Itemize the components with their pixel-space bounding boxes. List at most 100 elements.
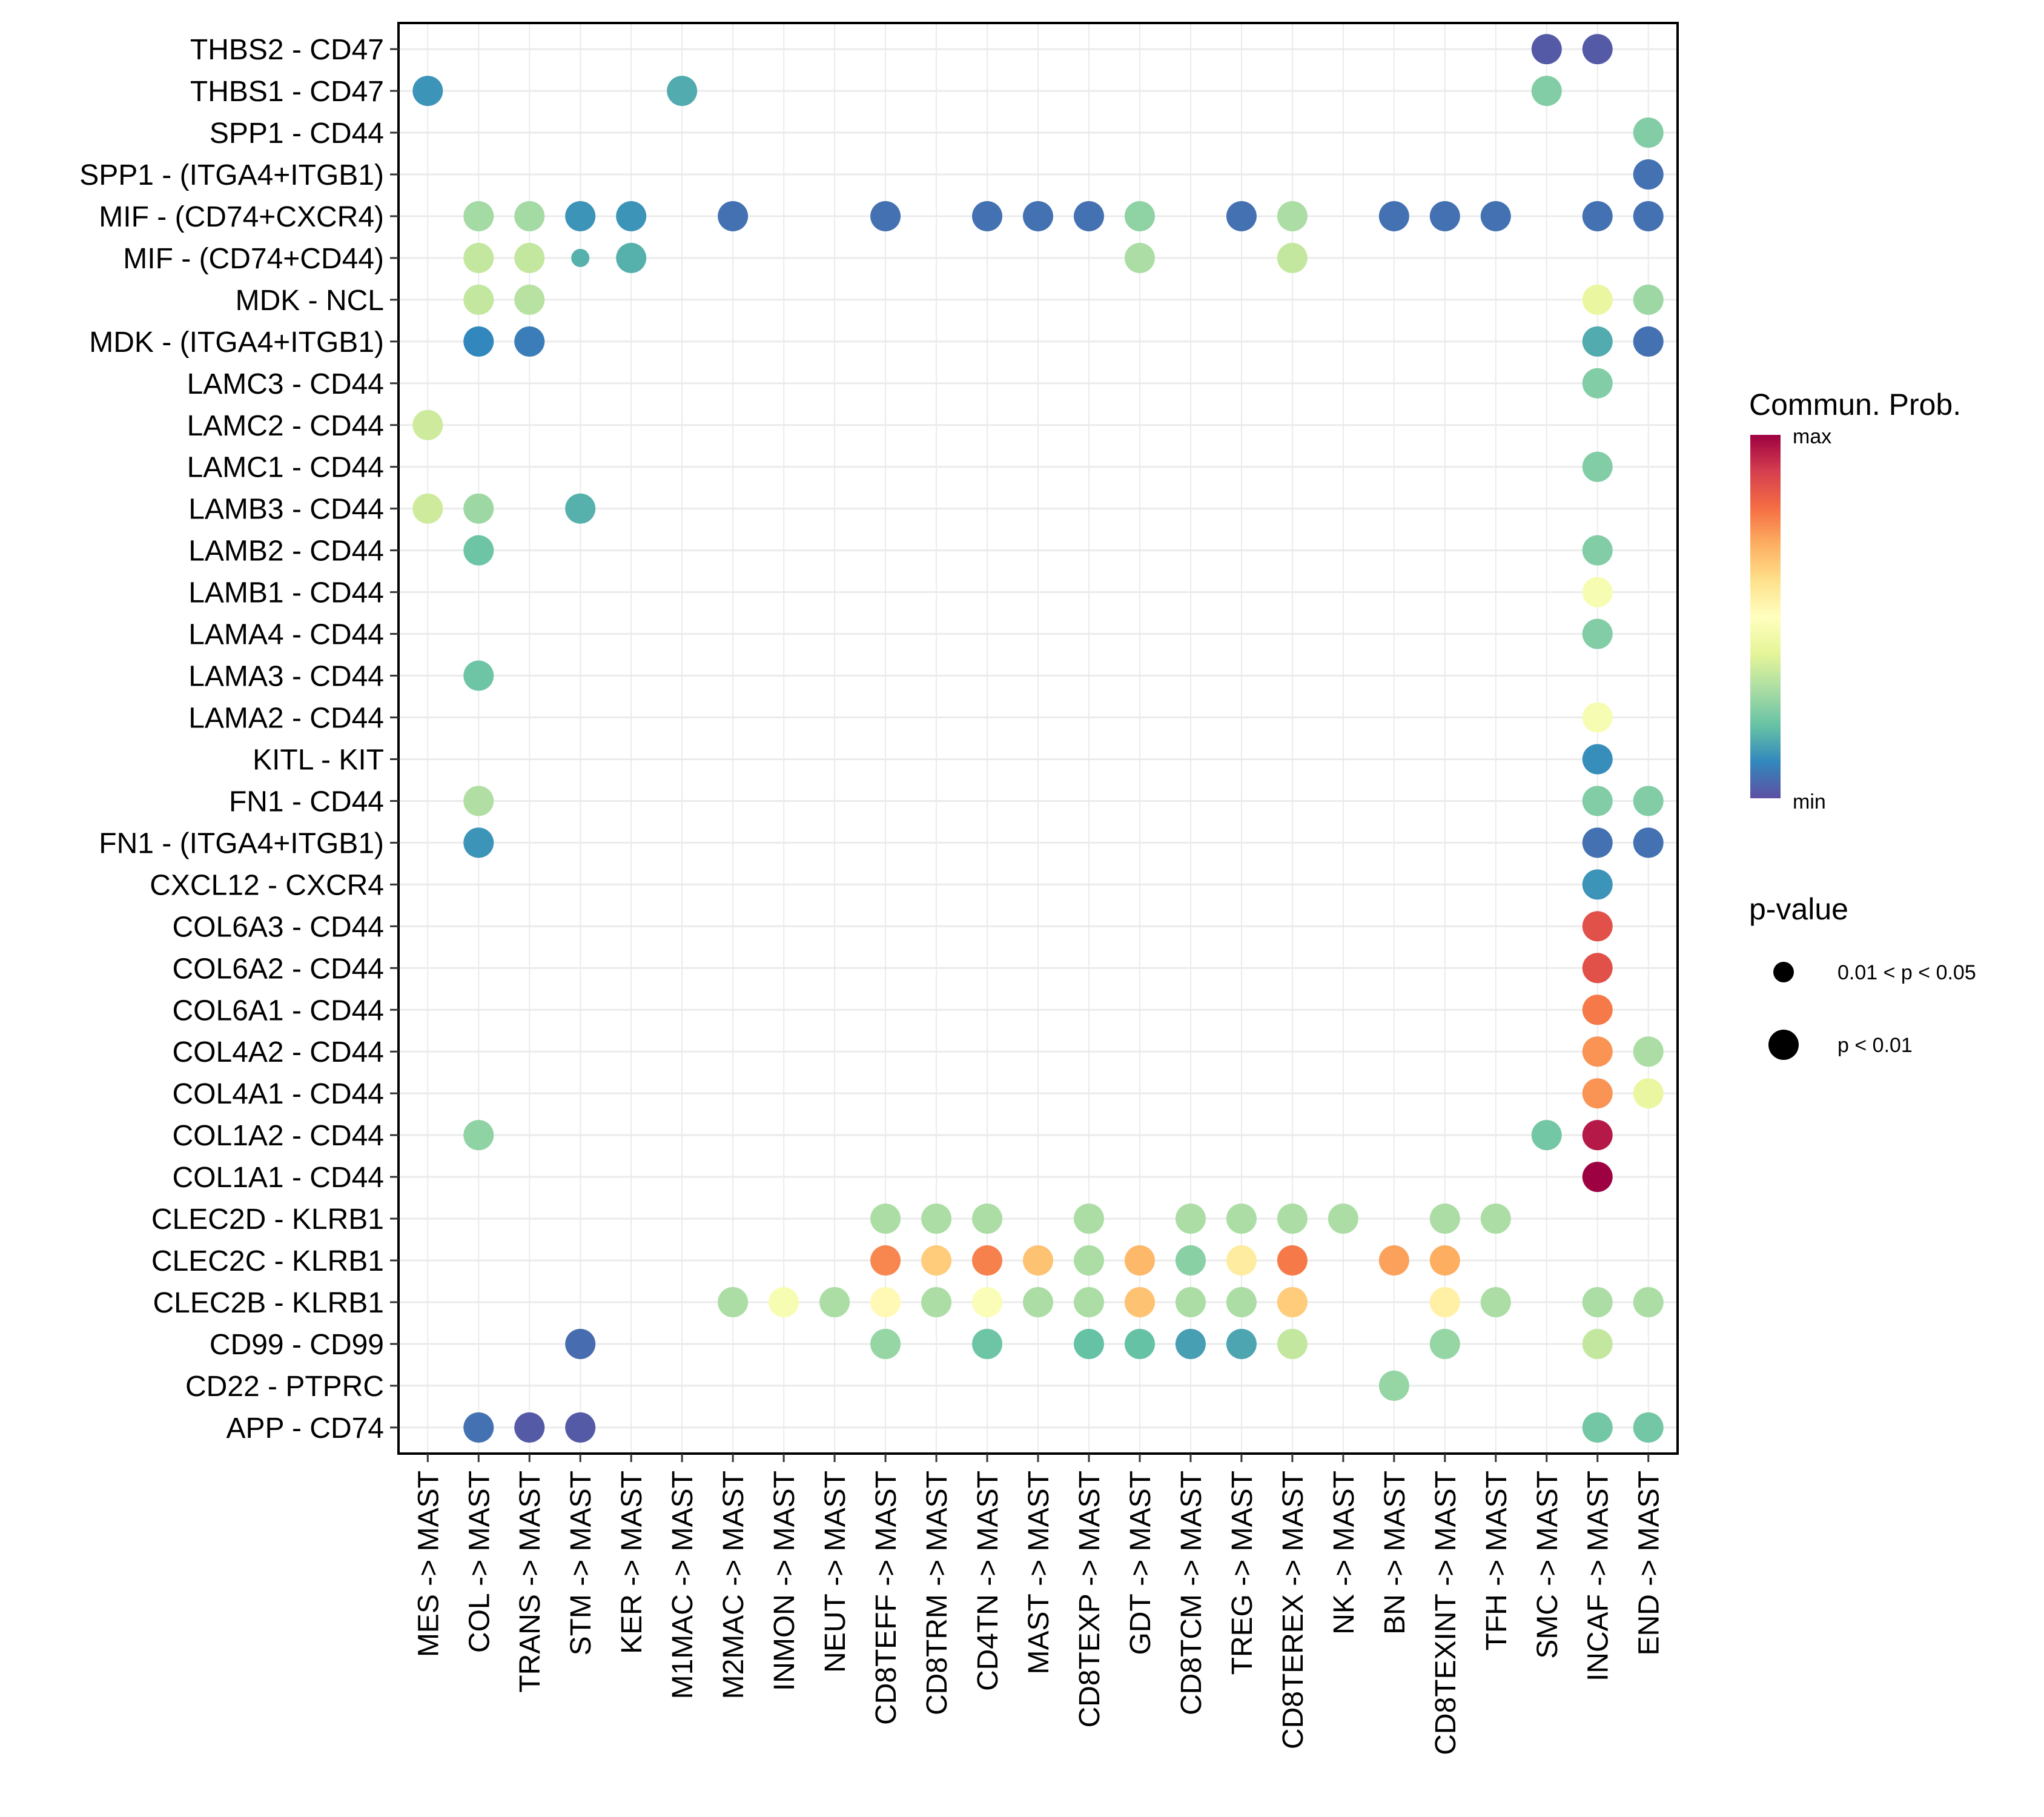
y-tick-label: COL1A1 - CD44 [173,1162,384,1194]
size-legend-large-key [1768,1030,1799,1060]
data-point [1633,1287,1664,1318]
data-point [1582,827,1613,858]
data-point [1378,200,1409,231]
x-tick-label: INMON -> MAST [769,1471,801,1691]
size-legend-small-label: 0.01 < p < 0.05 [1837,961,1976,984]
size-legend-large-label: p < 0.01 [1837,1034,1913,1057]
data-point [1582,368,1613,399]
x-tick-label: CD8TRM -> MAST [921,1471,953,1715]
data-point [870,1287,901,1318]
x-tick-label: SMC -> MAST [1532,1471,1564,1659]
colorbar-min-label: min [1793,790,1826,813]
y-tick-label: THBS2 - CD47 [190,34,384,66]
data-point [972,1245,1003,1276]
data-point [1480,200,1511,231]
y-tick-label: COL4A1 - CD44 [173,1078,384,1110]
data-point [1582,911,1613,942]
data-point [1531,34,1562,65]
data-point [463,200,494,231]
data-point [565,200,596,231]
x-tick-label: INCAF -> MAST [1583,1471,1615,1681]
x-tick-label: MAST -> MAST [1023,1471,1055,1675]
y-tick-label: MDK - (ITGA4+ITGB1) [89,326,384,359]
data-point [1480,1287,1511,1318]
y-tick-label: LAMB1 - CD44 [188,577,384,609]
data-point [1582,1412,1613,1443]
colorbar-max-label: max [1793,425,1831,448]
data-point [1277,1203,1308,1234]
data-point [1023,1287,1053,1318]
data-point [514,200,545,231]
data-point [463,326,494,357]
data-point [1582,995,1613,1025]
x-tick-label: KER -> MAST [616,1471,648,1654]
data-point [718,1287,749,1318]
data-point [1582,284,1613,315]
data-point [819,1287,850,1318]
y-tick-label: THBS1 - CD47 [190,76,384,108]
data-point [1175,1203,1206,1234]
y-tick-label: LAMB2 - CD44 [188,535,384,568]
data-point [1582,577,1613,607]
data-point [1073,1245,1104,1276]
data-point [514,326,545,357]
data-point [1175,1245,1206,1276]
x-tick-label: CD8TEXP -> MAST [1074,1471,1106,1728]
data-point [1531,76,1562,107]
data-point [870,1245,901,1276]
data-point [972,200,1003,231]
data-point [1277,1245,1308,1276]
y-tick-label: CD99 - CD99 [210,1329,384,1361]
data-point [412,409,443,440]
y-tick-label: SPP1 - CD44 [210,117,384,150]
x-tick-label: CD8TEREX -> MAST [1277,1471,1309,1749]
y-tick-label: LAMC3 - CD44 [187,368,384,400]
data-point [1429,1328,1460,1359]
data-point [463,284,494,315]
size-legend-title: p-value [1749,892,1848,926]
y-tick-label: CD22 - PTPRC [185,1371,384,1403]
data-point [1582,744,1613,775]
data-point [1582,1078,1613,1109]
data-point [1582,326,1613,357]
data-point [1582,786,1613,816]
data-point [921,1203,952,1234]
data-point [667,76,698,107]
data-point [463,535,494,566]
y-tick-label: SPP1 - (ITGA4+ITGB1) [79,159,384,191]
data-point [1124,200,1155,231]
data-point [1073,200,1104,231]
data-point [463,493,494,524]
data-point [565,1412,596,1443]
x-tick-label: CD8TEXINT -> MAST [1430,1471,1462,1755]
y-tick-label: LAMC1 - CD44 [187,452,384,484]
x-tick-label: COL -> MAST [463,1471,495,1653]
data-point [1124,1328,1155,1359]
data-point [1582,535,1613,566]
data-point [1633,200,1664,231]
data-point [870,1203,901,1234]
data-point [514,1412,545,1443]
x-tick-label: NK -> MAST [1328,1471,1360,1635]
y-tick-label: MIF - (CD74+CD44) [123,243,384,275]
data-point [1429,1203,1460,1234]
data-point [514,284,545,315]
data-point [565,1328,596,1359]
y-tick-label: LAMC2 - CD44 [187,410,384,442]
y-tick-label: MDK - NCL [236,285,384,317]
data-point [412,493,443,524]
data-point [1480,1203,1511,1234]
y-tick-label: LAMA3 - CD44 [188,661,384,693]
data-point [1633,827,1664,858]
y-tick-label: COL6A2 - CD44 [173,953,384,985]
data-point [1582,1036,1613,1067]
x-tick-label: GDT -> MAST [1125,1471,1157,1655]
data-point [972,1328,1003,1359]
data-point [1429,200,1460,231]
data-point [1582,953,1613,984]
data-point [1633,1036,1664,1067]
size-legend: p-value 0.01 < p < 0.05 p < 0.01 [1749,892,1976,1060]
y-tick-label: COL6A3 - CD44 [173,911,384,943]
data-point [1633,117,1664,148]
